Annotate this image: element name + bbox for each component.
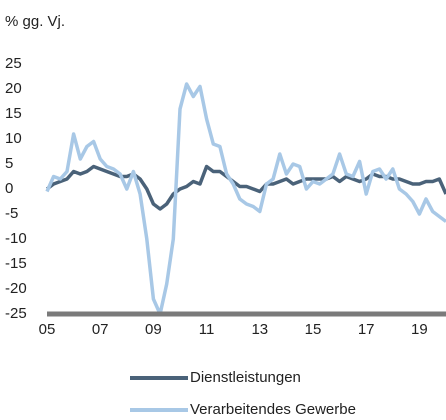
x-tick-label: 05 <box>39 321 56 338</box>
line-series <box>45 164 446 211</box>
line-series <box>45 82 446 316</box>
legend-label: Dienstleistungen <box>190 369 301 386</box>
x-tick-label: 07 <box>92 321 109 338</box>
y-tick-label: -10 <box>5 230 27 247</box>
y-tick-label: -5 <box>5 205 18 222</box>
y-tick-label: 20 <box>5 80 22 97</box>
x-tick-label: 19 <box>411 321 428 338</box>
x-tick-label: 17 <box>358 321 375 338</box>
x-tick-label: 11 <box>199 321 215 338</box>
y-tick-label: -25 <box>5 305 27 322</box>
y-tick-label: -15 <box>5 255 27 272</box>
x-tick-label: 09 <box>145 321 162 338</box>
y-tick-label: -20 <box>5 280 27 297</box>
x-tick-label: 13 <box>251 321 268 338</box>
y-tick-label: 15 <box>5 105 22 122</box>
y-tick-label: 10 <box>5 130 22 147</box>
y-tick-label: 5 <box>5 155 13 172</box>
y-tick-label: 0 <box>5 180 13 197</box>
y-tick-label: 25 <box>5 55 22 72</box>
chart-title: % gg. Vj. <box>5 13 65 30</box>
x-tick-label: 15 <box>305 321 322 338</box>
legend-label: Verarbeitendes Gewerbe <box>190 401 356 418</box>
